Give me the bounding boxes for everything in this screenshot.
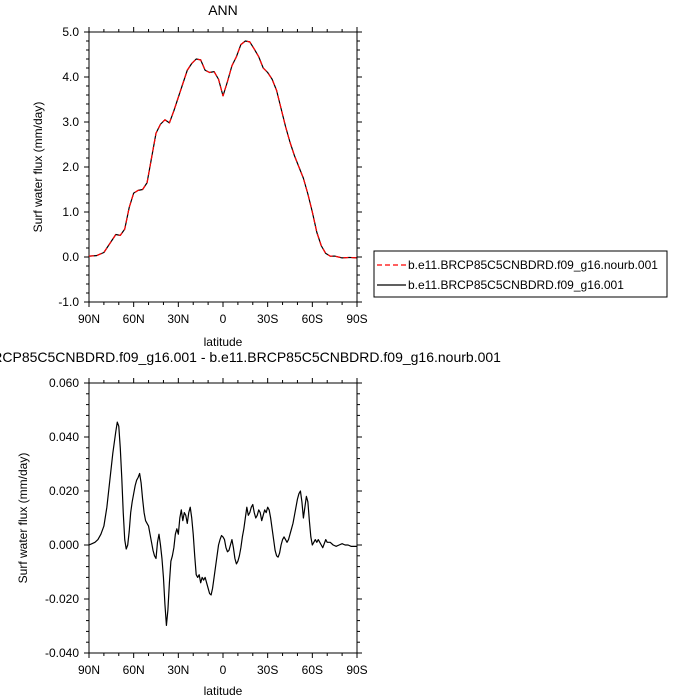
top-plot-area: 90N 60N 30N 0 30S 60S 90S 5.0 4.0 3.0 2.0 1.0 0.0 -1.…: [58, 25, 367, 326]
bottom-y-tick-label: 0.020: [49, 484, 79, 498]
top-y-tick-label: 5.0: [62, 25, 79, 39]
top-y-tick-label: 2.0: [62, 160, 79, 174]
top-y-tick-label: -1.0: [58, 295, 79, 309]
bottom-y-tick-label: 0.000: [49, 538, 79, 552]
top-y-axis-label: Surf water flux (mm/day): [31, 102, 45, 233]
top-legend: b.e11.BRCP85C5CNBDRD.f09_g16.nourb.001 b…: [373, 250, 668, 298]
top-x-tick-label: 90S: [346, 312, 367, 326]
bottom-y-axis-label: Surf water flux (mm/day): [16, 453, 30, 584]
top-x-tick-label: 0: [220, 312, 227, 326]
legend-box: [373, 250, 668, 298]
bottom-x-axis-label: latitude: [204, 684, 243, 698]
top-chart-title: ANN: [208, 2, 238, 18]
bottom-x-tick-label: 60S: [302, 663, 323, 677]
legend-label-nourb: b.e11.BRCP85C5CNBDRD.f09_g16.nourb.001: [408, 258, 658, 272]
bottom-x-tick-label: 30N: [167, 663, 189, 677]
top-series-line-0: [88, 40, 358, 259]
bottom-y-tick-label: -0.020: [45, 592, 79, 606]
top-panel: ANN 90N 60N 30N 0 30S 60S 90S 5.0 4.0 3.0 2.0 1.0 0.…: [31, 2, 668, 349]
bottom-plot-area: 90N 60N 30N 0 30S 60S 90S 0.060 0.040 0.020 0.000 -…: [45, 376, 368, 677]
bottom-x-tick-label: 0: [220, 663, 227, 677]
top-x-tick-label: 90N: [78, 312, 100, 326]
bottom-panel: b.e11.BRCP85C5CNBDRD.f09_g16.001 - b.e11…: [0, 349, 501, 698]
bottom-plot-frame: [88, 382, 358, 654]
top-y-tick-label: 0.0: [62, 250, 79, 264]
top-y-tick-label: 3.0: [62, 115, 79, 129]
top-y-tick-label: 4.0: [62, 70, 79, 84]
top-plot-frame: [88, 31, 358, 303]
top-x-tick-label: 30N: [167, 312, 189, 326]
bottom-x-tick-label: 90S: [346, 663, 367, 677]
top-series-line-1: [88, 40, 358, 259]
legend-label-control: b.e11.BRCP85C5CNBDRD.f09_g16.001: [408, 278, 624, 292]
bottom-x-tick-label: 60N: [123, 663, 145, 677]
top-x-tick-label: 60S: [302, 312, 323, 326]
bottom-y-tick-label: 0.060: [49, 376, 79, 390]
bottom-y-tick-label: 0.040: [49, 430, 79, 444]
top-x-tick-label: 30S: [257, 312, 278, 326]
bottom-y-tick-label: -0.040: [45, 646, 79, 660]
bottom-series-line-0: [88, 421, 357, 627]
bottom-x-tick-label: 90N: [78, 663, 100, 677]
bottom-x-tick-label: 30S: [257, 663, 278, 677]
top-x-axis-label: latitude: [204, 335, 243, 349]
top-y-tick-label: 1.0: [62, 205, 79, 219]
top-x-tick-label: 60N: [123, 312, 145, 326]
bottom-chart-title: b.e11.BRCP85C5CNBDRD.f09_g16.001 - b.e11…: [0, 349, 501, 365]
